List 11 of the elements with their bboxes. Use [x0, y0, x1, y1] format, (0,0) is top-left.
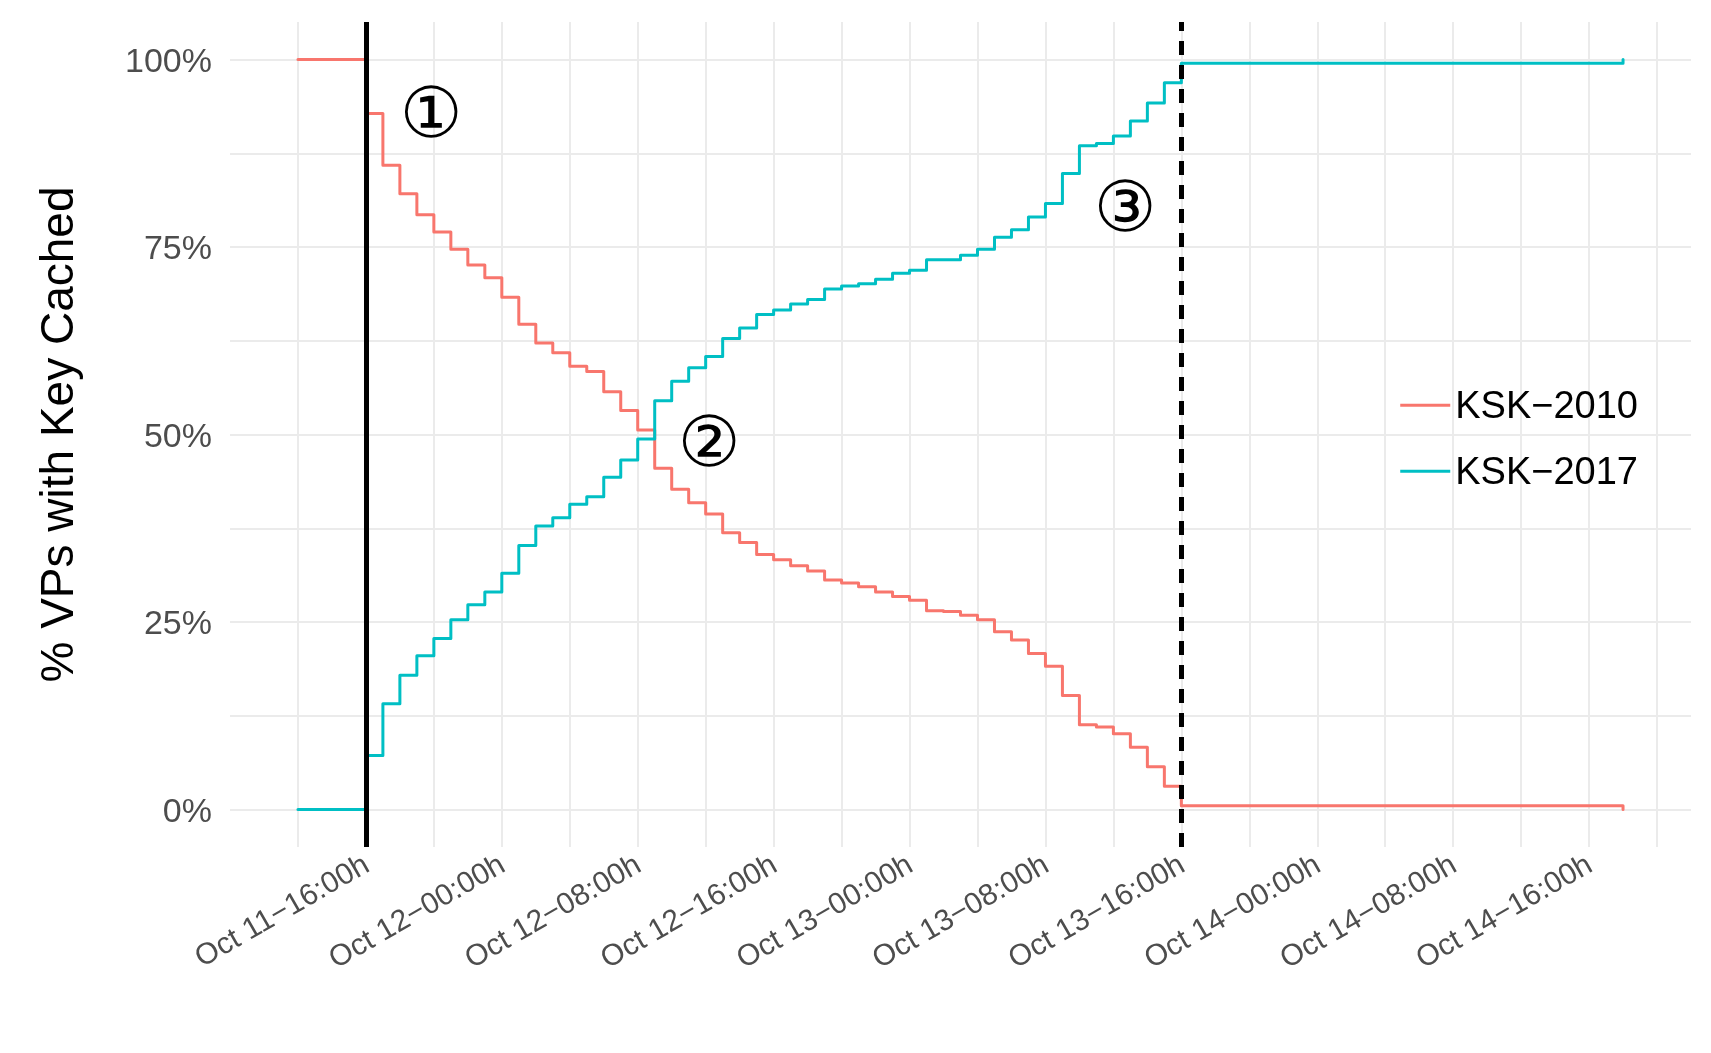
- y-tick-label: 50%: [143, 415, 212, 454]
- y-tick-label: 0%: [162, 790, 212, 829]
- y-tick-label: 100%: [125, 40, 212, 79]
- annotation: ①: [399, 72, 463, 154]
- legend-label: KSK−2010: [1455, 384, 1638, 427]
- y-axis-title: % VPs with Key Cached: [31, 186, 83, 683]
- annotation: ②: [677, 401, 741, 483]
- annotation: ③: [1093, 166, 1157, 248]
- y-tick-label: 75%: [143, 228, 212, 266]
- y-tick-label: 25%: [143, 603, 212, 641]
- legend-label: KSK−2017: [1455, 450, 1638, 493]
